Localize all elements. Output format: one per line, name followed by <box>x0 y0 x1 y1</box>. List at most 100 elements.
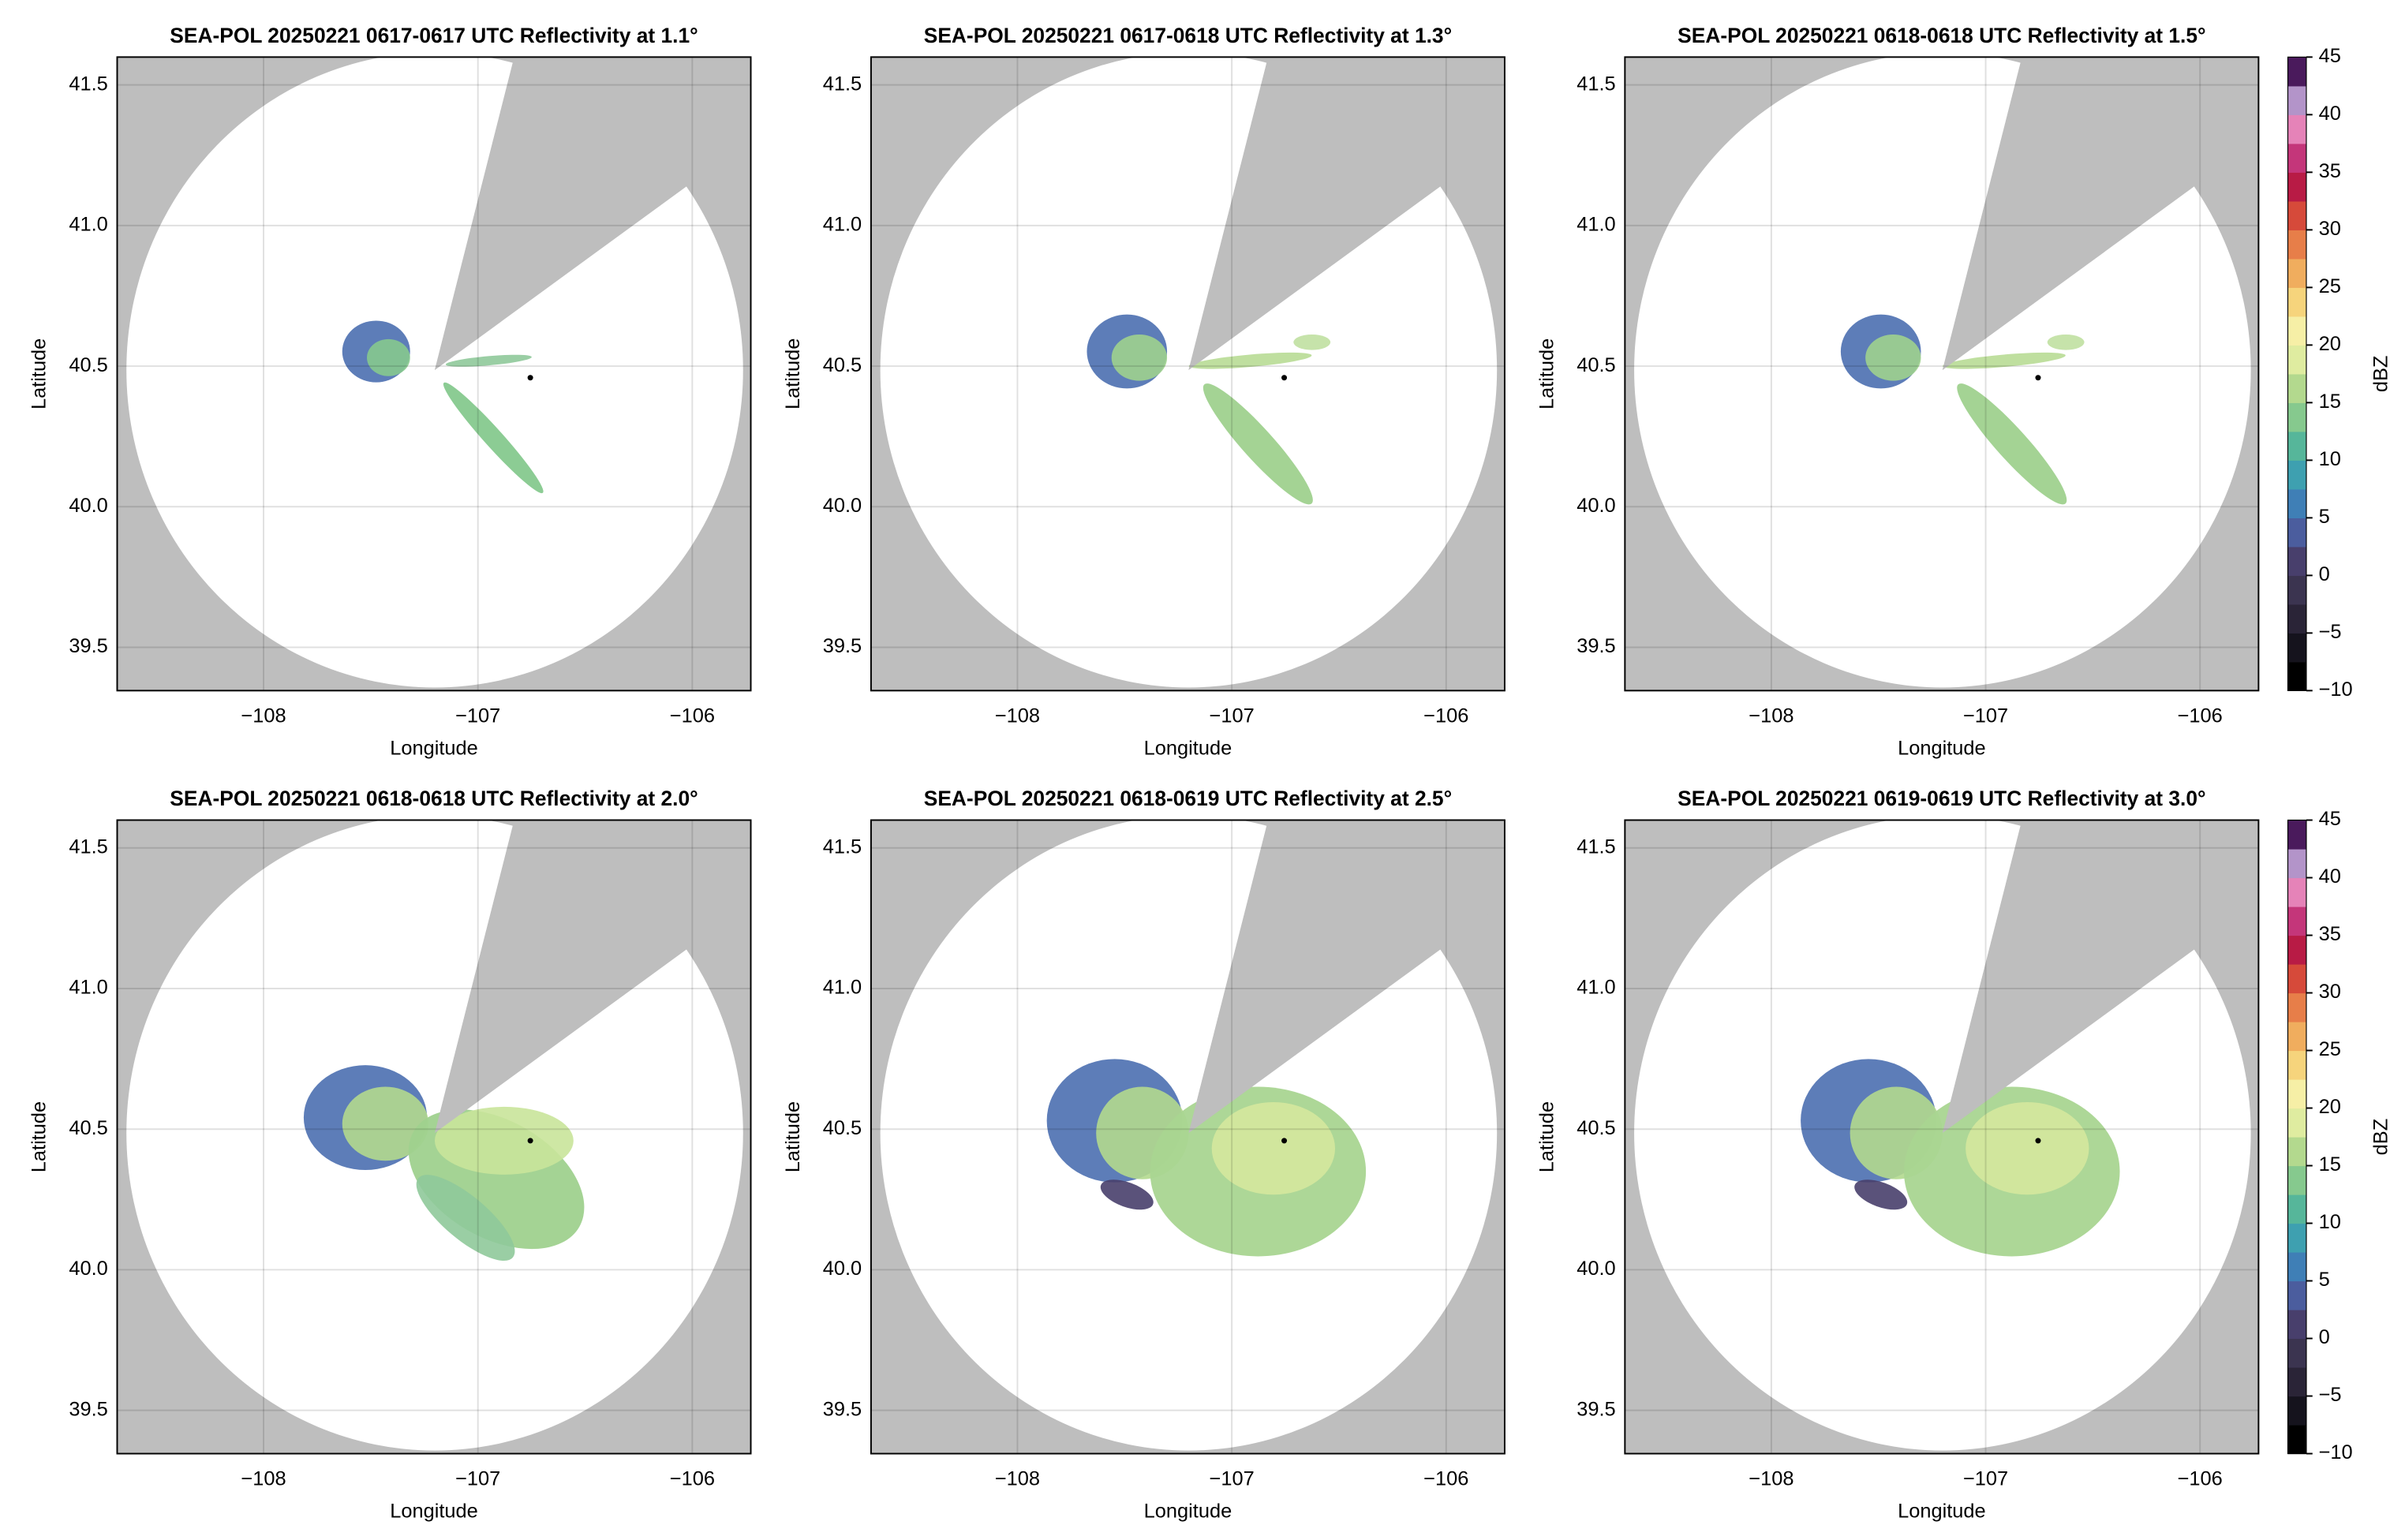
x-axis-label: Longitude <box>1898 737 1986 759</box>
chart-title: SEA-POL 20250221 0618-0618 UTC Reflectiv… <box>170 787 698 810</box>
colorbar-bin <box>2287 1396 2306 1426</box>
colorbar-bin <box>2287 1425 2306 1455</box>
axes-frame <box>870 819 1505 1455</box>
colorbar-bin <box>2287 1165 2306 1195</box>
y-axis-label: Latitude <box>1535 338 1558 409</box>
x-axis-label: Longitude <box>1898 1500 1986 1522</box>
colorbar-bin <box>2287 1367 2306 1397</box>
colorbar-bin <box>2287 849 2306 879</box>
y-tick-label: 40.0 <box>823 1258 862 1280</box>
y-tick-label: 39.5 <box>823 1398 862 1420</box>
colorbar-bin <box>2287 964 2306 994</box>
y-tick-label: 40.5 <box>1577 1117 1615 1139</box>
colorbar-bin <box>2287 546 2306 576</box>
y-tick-label: 40.5 <box>823 354 862 376</box>
colorbar-bin <box>2287 1223 2306 1253</box>
y-tick-label: 41.5 <box>69 73 107 95</box>
x-tick-label: −108 <box>995 1467 1040 1490</box>
y-tick-label: 40.0 <box>69 1258 107 1280</box>
colorbar-bin <box>2287 575 2306 605</box>
echo <box>443 382 544 494</box>
colorbar-bin <box>2287 1022 2306 1052</box>
chart-title: SEA-POL 20250221 0617-0618 UTC Reflectiv… <box>924 24 1452 47</box>
axes-frame <box>116 56 752 692</box>
colorbar-tick-label: 0 <box>2319 1326 2330 1348</box>
x-tick-label: −107 <box>455 705 500 727</box>
x-tick-label: −106 <box>670 705 715 727</box>
panel: −108 −107 −106 39.5 40.0 40.5 41.0 41.5 SEA-POL … <box>782 787 1505 1522</box>
x-tick-label: −107 <box>1963 705 2008 727</box>
x-tick-label: −107 <box>1210 1467 1255 1490</box>
panel: −108 −107 −106 39.5 40.0 40.5 41.0 41.5 SEA-POL … <box>28 24 752 759</box>
x-tick-label: −108 <box>241 705 286 727</box>
site-marker <box>2035 1138 2041 1144</box>
colorbar-tick-label: 40 <box>2319 103 2341 125</box>
y-tick-label: 41.5 <box>69 835 107 858</box>
y-tick-label: 40.0 <box>69 495 107 517</box>
colorbar-label: dBZ <box>2369 1119 2392 1156</box>
colorbar-bin <box>2287 373 2306 403</box>
echo <box>1865 335 1921 381</box>
chart-title: SEA-POL 20250221 0618-0619 UTC Reflectiv… <box>924 787 1452 810</box>
y-tick-label: 40.5 <box>1577 354 1615 376</box>
y-tick-label: 39.5 <box>69 635 107 657</box>
x-tick-label: −106 <box>2178 1467 2223 1490</box>
y-tick-label: 41.5 <box>1577 73 1615 95</box>
colorbar-tick-label: −10 <box>2319 678 2353 701</box>
echo <box>416 1175 515 1262</box>
colorbar-tick-label: 20 <box>2319 333 2341 355</box>
x-axis-label: Longitude <box>390 1500 478 1522</box>
plot-area <box>1625 820 2259 1454</box>
axes-frame <box>1624 819 2260 1455</box>
colorbar-bin <box>2287 1252 2306 1282</box>
colorbar-bin <box>2287 1280 2306 1310</box>
colorbar: −10 −5 0 5 10 15 20 25 30 35 40 45 dBZ <box>2287 808 2392 1463</box>
x-tick-label: −108 <box>995 705 1040 727</box>
colorbar-bin <box>2287 488 2306 518</box>
colorbar-tick-label: 10 <box>2319 1211 2341 1233</box>
colorbar-bin <box>2287 935 2306 965</box>
colorbar-bin <box>2287 1079 2306 1109</box>
colorbar-tick-label: 5 <box>2319 1269 2330 1291</box>
site-marker <box>1281 1138 1288 1144</box>
colorbar-tick-label: 30 <box>2319 981 2341 1003</box>
plot-area <box>117 57 751 691</box>
colorbar-bin <box>2287 604 2306 634</box>
y-tick-label: 40.0 <box>823 495 862 517</box>
x-tick-label: −106 <box>1423 705 1468 727</box>
y-axis-label: Latitude <box>782 1101 804 1172</box>
x-tick-label: −107 <box>455 1467 500 1490</box>
echo <box>1188 352 1312 369</box>
colorbar-tick-label: 0 <box>2319 563 2330 585</box>
colorbar-bin <box>2287 906 2306 936</box>
colorbar-frame <box>2287 819 2307 1455</box>
plot-area <box>1625 57 2259 691</box>
colorbar-bin <box>2287 661 2306 691</box>
y-axis-label: Latitude <box>28 1101 50 1172</box>
echo <box>1957 383 2067 505</box>
chart-title: SEA-POL 20250221 0618-0618 UTC Reflectiv… <box>1678 24 2205 47</box>
y-axis-label: Latitude <box>782 338 804 409</box>
colorbar-tick-label: 25 <box>2319 1038 2341 1060</box>
colorbar-bin <box>2287 1310 2306 1340</box>
echo <box>1293 335 1331 350</box>
colorbar-tick-label: −5 <box>2319 1384 2342 1406</box>
plot-area <box>870 57 1505 691</box>
x-tick-label: −107 <box>1210 705 1255 727</box>
y-tick-label: 40.5 <box>823 1117 862 1139</box>
blocked-sector <box>434 820 751 1134</box>
y-tick-label: 40.0 <box>1577 1258 1615 1280</box>
panel: −108 −107 −106 39.5 40.0 40.5 41.0 41.5 SEA-POL … <box>782 24 1505 759</box>
x-tick-label: −106 <box>670 1467 715 1490</box>
axes-frame <box>1624 56 2260 692</box>
site-marker <box>527 375 533 381</box>
colorbar-tick-label: 25 <box>2319 275 2341 297</box>
panel: −108 −107 −106 39.5 40.0 40.5 41.0 41.5 SEA-POL … <box>1535 787 2260 1522</box>
y-tick-label: 41.5 <box>1577 835 1615 858</box>
colorbar-bin <box>2287 200 2306 230</box>
colorbar-bin <box>2287 992 2306 1022</box>
colorbar-bin <box>2287 460 2306 490</box>
colorbar-bin <box>2287 1137 2306 1167</box>
x-axis-label: Longitude <box>390 737 478 759</box>
